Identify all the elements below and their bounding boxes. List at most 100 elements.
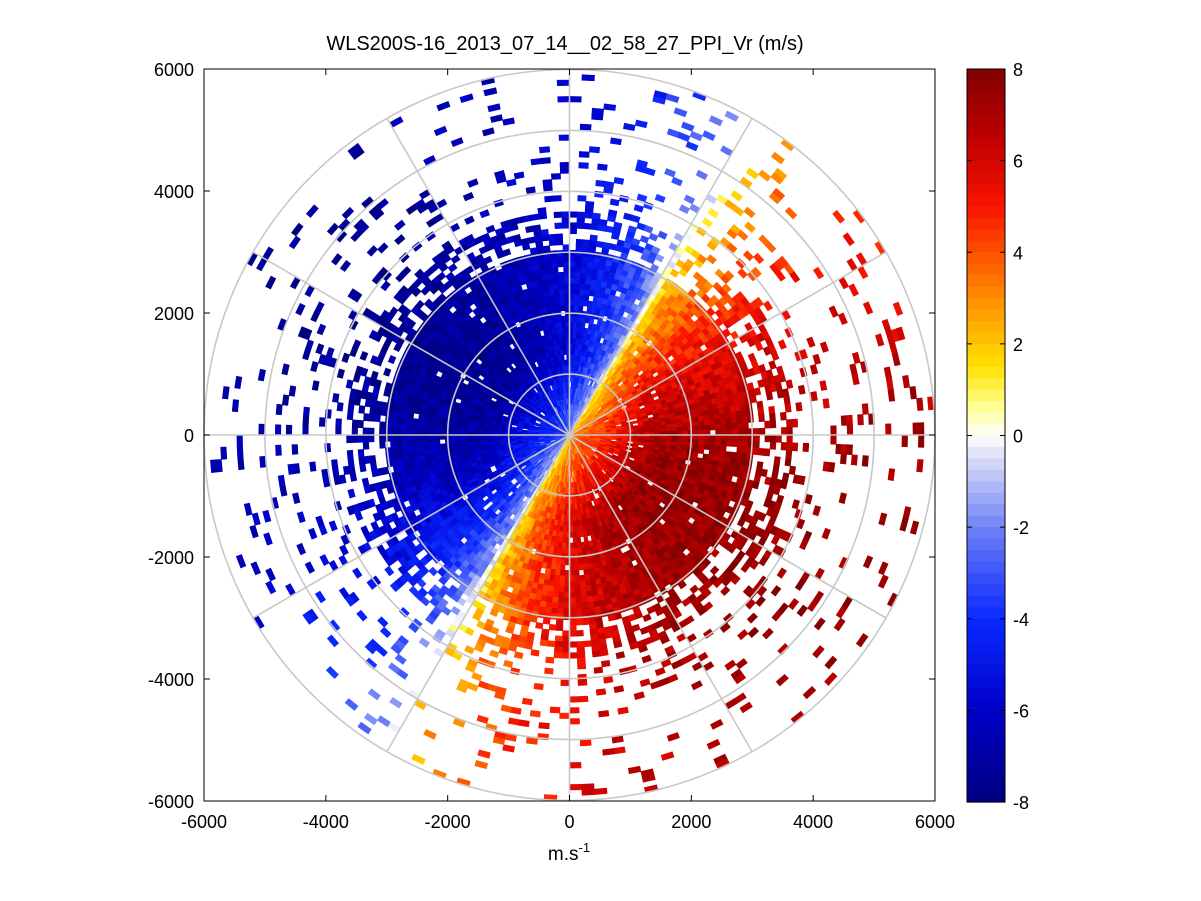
velocity-cell <box>610 437 618 441</box>
velocity-cell <box>595 688 607 696</box>
velocity-cell <box>789 271 801 283</box>
velocity-cell <box>580 596 588 604</box>
velocity-cell <box>753 387 762 396</box>
velocity-cell <box>580 602 588 609</box>
velocity-cell <box>569 783 583 791</box>
velocity-cell <box>573 299 580 306</box>
velocity-cell <box>553 574 561 582</box>
velocity-cell <box>573 315 579 323</box>
velocity-cell <box>737 229 749 241</box>
velocity-cell <box>581 255 589 263</box>
velocity-cell <box>562 630 570 637</box>
velocity-cell <box>576 651 586 659</box>
velocity-cell <box>842 232 855 247</box>
velocity-cell <box>599 649 609 657</box>
velocity-cell <box>561 635 570 643</box>
velocity-cell <box>764 434 771 443</box>
velocity-cell <box>548 623 557 631</box>
velocity-cell <box>649 428 656 433</box>
velocity-cell <box>917 422 925 436</box>
velocity-cell <box>673 107 688 118</box>
velocity-cell <box>730 451 738 459</box>
velocity-cell <box>797 384 806 395</box>
velocity-cell <box>887 468 896 481</box>
velocity-cell <box>731 422 738 430</box>
velocity-cell <box>795 402 803 412</box>
velocity-cell <box>725 423 733 430</box>
velocity-cell <box>563 597 570 604</box>
velocity-cell <box>725 440 733 447</box>
velocity-cell <box>573 293 580 301</box>
velocity-cell <box>741 452 748 461</box>
velocity-cell <box>556 608 564 615</box>
velocity-cell <box>575 260 582 268</box>
velocity-cell <box>585 200 595 208</box>
velocity-cell <box>726 428 733 436</box>
velocity-cell <box>579 585 587 593</box>
velocity-cell <box>575 619 584 626</box>
velocity-cell <box>562 608 570 615</box>
velocity-cell <box>643 224 654 234</box>
velocity-cell <box>579 580 586 587</box>
velocity-cell <box>753 441 760 449</box>
velocity-cell <box>695 169 709 181</box>
velocity-cell <box>682 438 689 444</box>
velocity-cell <box>665 423 672 429</box>
velocity-cell <box>569 641 578 648</box>
velocity-cell <box>701 217 714 228</box>
velocity-cell <box>575 608 583 615</box>
velocity-cell <box>846 444 853 456</box>
velocity-cell <box>764 241 777 253</box>
velocity-cell <box>558 586 565 593</box>
velocity-cell <box>703 415 710 422</box>
velocity-cell <box>591 107 605 116</box>
velocity-cell <box>720 445 727 452</box>
velocity-cell <box>591 212 601 220</box>
velocity-cell <box>769 441 777 450</box>
velocity-cell <box>553 580 560 587</box>
velocity-cell <box>585 590 593 598</box>
velocity-cell <box>563 586 570 593</box>
velocity-cell <box>575 602 582 610</box>
velocity-cell <box>583 640 593 648</box>
velocity-cell <box>693 425 700 432</box>
velocity-cell <box>810 391 818 402</box>
velocity-cell <box>571 514 576 522</box>
velocity-cell <box>709 444 716 451</box>
velocity-cell <box>569 624 577 632</box>
velocity-cell <box>788 465 797 476</box>
velocity-cell <box>580 266 588 274</box>
velocity-cell <box>585 272 593 280</box>
velocity-cell <box>561 641 570 648</box>
velocity-cell <box>551 596 559 604</box>
velocity-cell <box>569 630 577 637</box>
velocity-cell <box>578 695 589 703</box>
velocity-cell <box>703 444 711 451</box>
velocity-cell <box>574 591 582 599</box>
velocity-cell <box>731 428 738 436</box>
velocity-cell <box>574 597 582 604</box>
velocity-cell <box>544 667 554 675</box>
velocity-cell <box>744 221 756 233</box>
velocity-cell <box>569 718 580 725</box>
velocity-cell <box>576 646 586 653</box>
velocity-cell <box>730 190 743 202</box>
velocity-cell <box>574 288 581 295</box>
velocity-cell <box>723 270 735 281</box>
velocity-cell <box>529 710 541 718</box>
velocity-cell <box>730 411 738 419</box>
velocity-cell <box>760 468 768 478</box>
velocity-cell <box>664 168 676 178</box>
velocity-cell <box>702 130 716 141</box>
velocity-cell <box>731 434 738 442</box>
velocity-cell <box>791 442 799 452</box>
velocity-cell <box>721 283 732 294</box>
velocity-cell <box>580 272 587 279</box>
velocity-cell <box>582 563 589 571</box>
velocity-cell <box>518 719 530 728</box>
velocity-cell <box>538 722 550 730</box>
velocity-cell <box>585 585 592 592</box>
velocity-cell <box>586 595 594 603</box>
velocity-cell <box>775 434 782 443</box>
velocity-cell <box>577 547 583 555</box>
